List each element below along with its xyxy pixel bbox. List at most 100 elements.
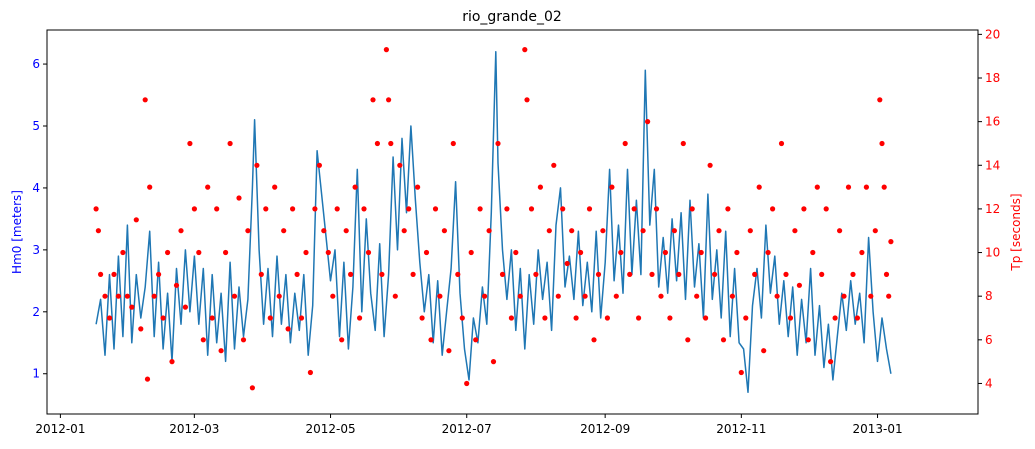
tp-point <box>307 369 313 376</box>
tp-point <box>437 293 443 299</box>
tp-point <box>868 293 874 299</box>
tp-point <box>490 359 497 365</box>
tp-point <box>787 315 794 321</box>
tp-point <box>187 140 193 147</box>
tp-point <box>276 293 282 299</box>
tp-point <box>236 195 242 201</box>
tp-point <box>877 97 883 103</box>
tp-point <box>499 271 506 277</box>
y-right-tick-label: 18 <box>985 71 1000 85</box>
tp-point <box>365 249 372 256</box>
tp-point <box>770 206 776 212</box>
tp-point <box>631 206 637 212</box>
tp-point <box>200 337 206 343</box>
tp-point <box>796 282 803 288</box>
tp-point <box>508 315 514 321</box>
tp-point <box>886 293 892 299</box>
tp-point <box>124 293 130 299</box>
tp-point <box>879 140 885 147</box>
tp-point <box>160 315 166 321</box>
tp-point <box>464 380 470 387</box>
tp-point <box>423 249 430 256</box>
tp-point <box>267 315 273 321</box>
tp-point <box>446 348 452 354</box>
series-tp <box>93 47 894 391</box>
tp-point <box>765 249 771 256</box>
tp-point <box>883 271 890 277</box>
tp-point <box>450 140 456 147</box>
tp-point <box>738 369 744 376</box>
tp-point <box>254 162 260 168</box>
tp-point <box>316 162 322 168</box>
tp-point <box>401 228 407 234</box>
tp-point <box>473 337 479 343</box>
tp-point <box>805 337 811 343</box>
tp-point <box>218 348 224 354</box>
x-tick-label: 2012-03 <box>169 422 219 436</box>
y-right-tick-label: 8 <box>985 289 993 303</box>
tp-point <box>685 337 691 343</box>
tp-point <box>165 249 171 256</box>
tp-point <box>551 162 557 168</box>
y-left-tick-label: 3 <box>32 243 40 257</box>
tp-point <box>169 359 175 365</box>
tp-point <box>845 184 852 190</box>
tp-point <box>707 162 713 168</box>
tp-point <box>604 315 611 321</box>
tp-point <box>240 337 247 343</box>
tp-point <box>129 304 135 310</box>
tp-point <box>609 184 615 190</box>
tp-point <box>348 271 354 277</box>
tp-point <box>441 228 447 234</box>
tp-point <box>281 228 287 234</box>
tp-point <box>290 206 296 212</box>
tp-point <box>716 228 722 234</box>
tp-point <box>747 228 753 234</box>
tp-point <box>555 293 561 299</box>
tp-point <box>151 293 157 299</box>
tp-point <box>595 271 602 277</box>
tp-point <box>415 184 421 190</box>
tp-point <box>586 206 593 212</box>
x-tick-label: 2012-11 <box>716 422 766 436</box>
tp-point <box>792 228 798 234</box>
tp-point <box>546 228 552 234</box>
tp-point <box>486 228 492 234</box>
tp-point <box>658 293 664 299</box>
tp-point <box>182 304 188 310</box>
tp-point <box>863 184 870 190</box>
tp-point <box>761 348 767 354</box>
tp-point <box>343 228 349 234</box>
tp-point <box>298 315 305 321</box>
y-axis-right-label: Tp [seconds] <box>1009 193 1023 271</box>
tp-point <box>689 206 695 212</box>
tp-point <box>734 249 740 256</box>
tp-point <box>196 249 202 256</box>
tp-point <box>645 119 651 125</box>
y-left-tick-label: 1 <box>32 367 40 381</box>
x-tick-label: 2012-05 <box>305 422 355 436</box>
tp-point <box>312 206 318 212</box>
y-right-tick-label: 10 <box>985 246 1000 260</box>
tp-point <box>191 206 197 212</box>
tp-point <box>671 228 678 234</box>
tp-point <box>522 47 528 53</box>
tp-point <box>102 293 108 299</box>
tp-point <box>569 228 575 234</box>
y-left-tick-label: 5 <box>32 119 40 133</box>
tp-point <box>370 97 376 103</box>
x-tick-label: 2012-01 <box>35 422 85 436</box>
tp-point <box>533 271 539 277</box>
y-left-tick-label: 4 <box>32 181 40 195</box>
tp-point <box>640 228 646 234</box>
tp-point <box>386 97 392 103</box>
tp-point <box>106 315 113 321</box>
y-right-tick-label: 12 <box>985 202 1000 216</box>
tp-point <box>352 184 358 190</box>
tp-point <box>613 293 619 299</box>
tp-point <box>334 206 340 212</box>
tp-point <box>832 315 838 321</box>
tp-point <box>854 315 861 321</box>
tp-point <box>133 217 139 223</box>
tp-point <box>810 249 816 256</box>
